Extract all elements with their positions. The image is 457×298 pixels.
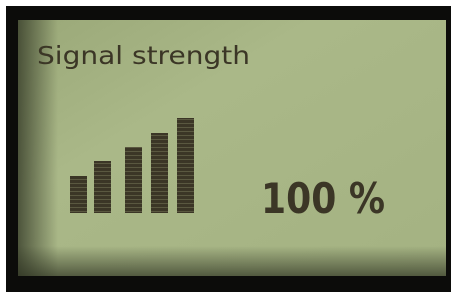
signal-bar bbox=[94, 161, 111, 213]
signal-bar bbox=[177, 118, 194, 213]
lcd-screenshot: Signal strength 100 % bbox=[0, 0, 457, 298]
signal-bar bbox=[125, 147, 142, 213]
signal-bar bbox=[70, 176, 87, 213]
page: Signal strength 100 % (() => { const dat… bbox=[0, 0, 457, 298]
screen-title: Signal strength bbox=[37, 41, 250, 70]
lcd-shadow-bottom bbox=[18, 246, 446, 276]
signal-bar bbox=[151, 133, 168, 213]
signal-reading: 100 % bbox=[261, 174, 385, 223]
